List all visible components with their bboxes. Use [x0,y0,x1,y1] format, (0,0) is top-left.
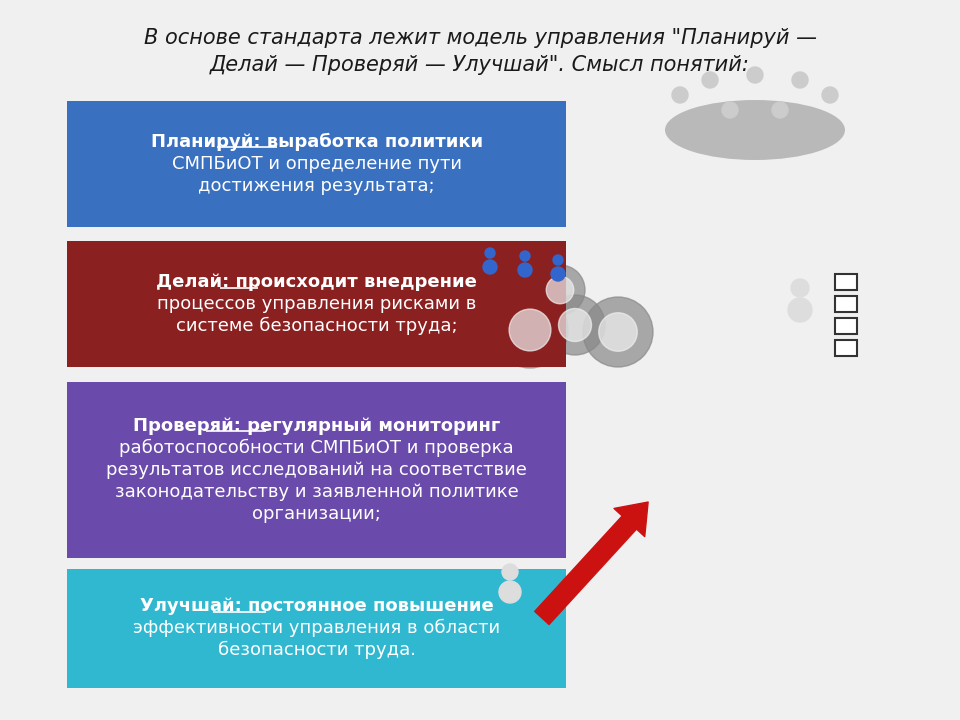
Circle shape [485,248,495,258]
Text: эффективности управления в области: эффективности управления в области [133,619,500,637]
Circle shape [672,87,688,103]
Bar [835,296,857,312]
Circle shape [599,312,637,351]
Bar [67,101,566,227]
Text: Улучшай: постоянное повышение: Улучшай: постоянное повышение [140,597,493,615]
Text: законодательству и заявленной политике: законодательству и заявленной политике [115,483,518,501]
Circle shape [546,276,574,304]
Bar [67,241,566,367]
Text: достижения результата;: достижения результата; [199,177,435,195]
Text: СМПБиОТ и определение пути: СМПБиОТ и определение пути [172,155,462,173]
Text: Делай: происходит внедрение: Делай: происходит внедрение [156,273,477,291]
Circle shape [483,260,497,274]
Circle shape [509,309,551,351]
FancyArrowPatch shape [535,502,648,624]
Text: безопасности труда.: безопасности труда. [218,641,416,660]
Circle shape [792,72,808,88]
Text: результатов исследований на соответствие: результатов исследований на соответствие [107,461,527,479]
Circle shape [791,279,809,297]
Circle shape [551,267,565,281]
Circle shape [559,308,591,341]
Circle shape [545,295,605,355]
Bar [67,569,566,688]
Circle shape [722,102,738,118]
Text: работоспособности СМПБиОТ и проверка: работоспособности СМПБиОТ и проверка [119,438,515,457]
Circle shape [520,251,530,261]
Text: процессов управления рисками в: процессов управления рисками в [157,295,476,313]
Circle shape [788,298,812,322]
Circle shape [535,265,585,315]
Circle shape [822,87,838,103]
Circle shape [702,72,718,88]
Bar [835,274,857,290]
Ellipse shape [665,100,845,160]
Bar [67,382,566,558]
Circle shape [518,263,532,277]
Text: организации;: организации; [252,505,381,523]
Circle shape [553,255,563,265]
Text: системе безопасности труда;: системе безопасности труда; [176,317,458,336]
Bar [835,318,857,334]
Text: Проверяй: регулярный мониторинг: Проверяй: регулярный мониторинг [133,417,500,435]
Text: В основе стандарта лежит модель управления "Планируй —
Делай — Проверяй — Улучша: В основе стандарта лежит модель управлен… [143,28,817,75]
Circle shape [492,292,568,368]
Circle shape [499,581,521,603]
Circle shape [502,564,518,580]
Circle shape [772,102,788,118]
Bar [835,340,857,356]
Text: Планируй: выработка политики: Планируй: выработка политики [151,132,483,151]
Circle shape [747,67,763,83]
Circle shape [583,297,653,367]
